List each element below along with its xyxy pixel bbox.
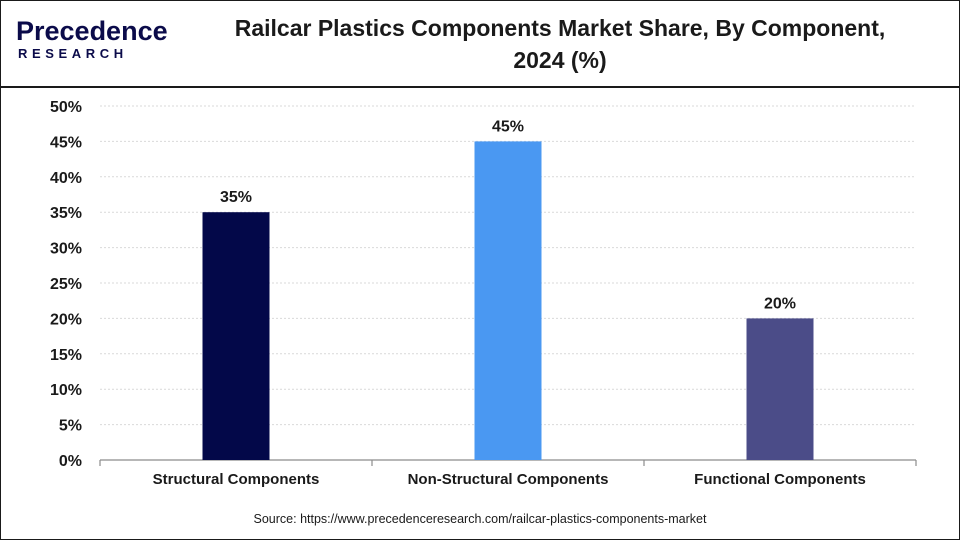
header: Precedence RESEARCH Railcar Plastics Com…	[0, 0, 960, 88]
bar-chart: 0% 5% 10% 15% 20% 25% 30% 35% 40% 45% 50% 35% Struct…	[50, 99, 917, 488]
source-note: Source: https://www.precedenceresearch.c…	[253, 512, 707, 526]
y-tick-label: 25%	[50, 276, 82, 293]
y-tick-label: 15%	[50, 347, 82, 364]
logo-wordmark: Precedence	[16, 16, 168, 46]
data-label: 45%	[492, 118, 524, 135]
y-tick-label: 40%	[50, 170, 82, 187]
y-tick-label: 45%	[50, 134, 82, 151]
bar	[202, 212, 270, 460]
y-tick-label: 30%	[50, 241, 82, 258]
data-label: 20%	[764, 295, 796, 312]
bar	[474, 141, 542, 460]
x-tick-label: Structural Components	[153, 471, 320, 488]
x-tick-label: Functional Components	[694, 471, 866, 488]
y-tick-label: 50%	[50, 99, 82, 116]
chart-title-line-2: 2024 (%)	[513, 47, 607, 73]
bar	[746, 318, 814, 460]
y-tick-label: 5%	[59, 418, 82, 435]
chart-title-line-1: Railcar Plastics Components Market Share…	[234, 15, 886, 41]
y-tick-label: 20%	[50, 311, 82, 328]
data-label: 35%	[220, 189, 252, 206]
x-tick-label: Non-Structural Components	[408, 471, 609, 488]
chart-title: Railcar Plastics Components Market Share…	[190, 12, 930, 76]
y-tick-label: 35%	[50, 205, 82, 222]
logo-subtitle: RESEARCH	[18, 46, 128, 61]
precedence-research-logo: Precedence RESEARCH	[16, 16, 168, 66]
y-tick-label: 0%	[59, 453, 82, 470]
y-tick-label: 10%	[50, 382, 82, 399]
